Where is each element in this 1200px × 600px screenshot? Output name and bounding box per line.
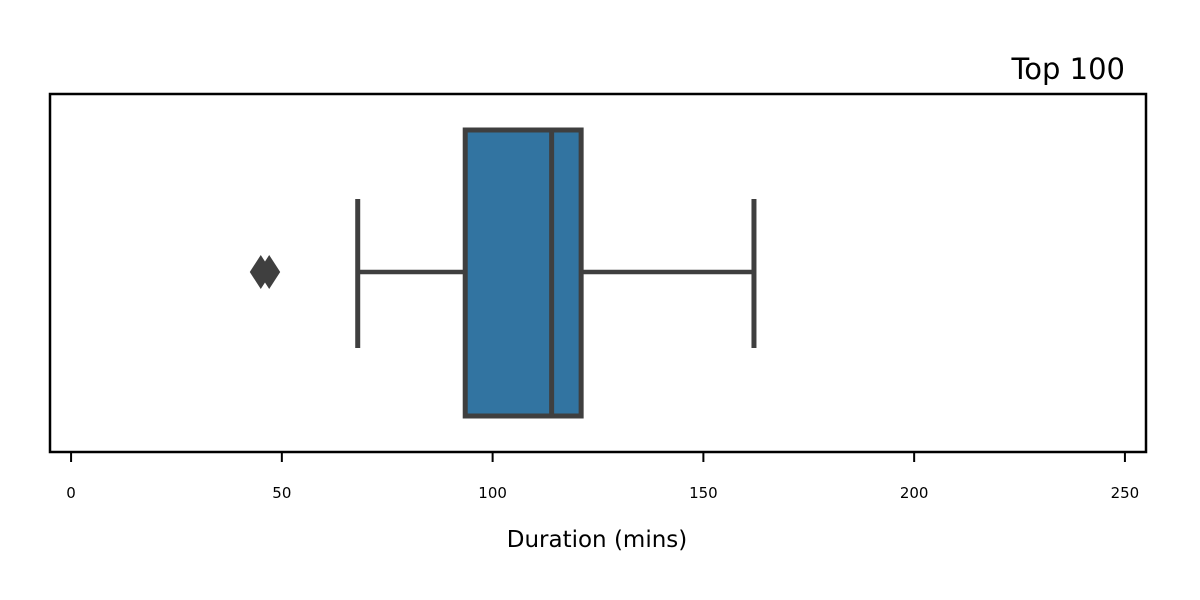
x-tick-label: 100	[478, 484, 507, 502]
x-tick-label: 150	[689, 484, 718, 502]
interquartile-box	[462, 127, 584, 419]
x-tick-label: 50	[272, 484, 291, 502]
x-tick-label: 250	[1111, 484, 1140, 502]
x-axis-title: Duration (mins)	[507, 527, 688, 553]
box-plot	[249, 127, 757, 419]
x-tick-label: 200	[900, 484, 929, 502]
x-axis: 0 50 100 150 200 250	[66, 452, 1139, 502]
x-tick-label: 0	[66, 484, 76, 502]
chart-title: Top 100	[1010, 52, 1125, 86]
outlier-point	[258, 255, 281, 289]
